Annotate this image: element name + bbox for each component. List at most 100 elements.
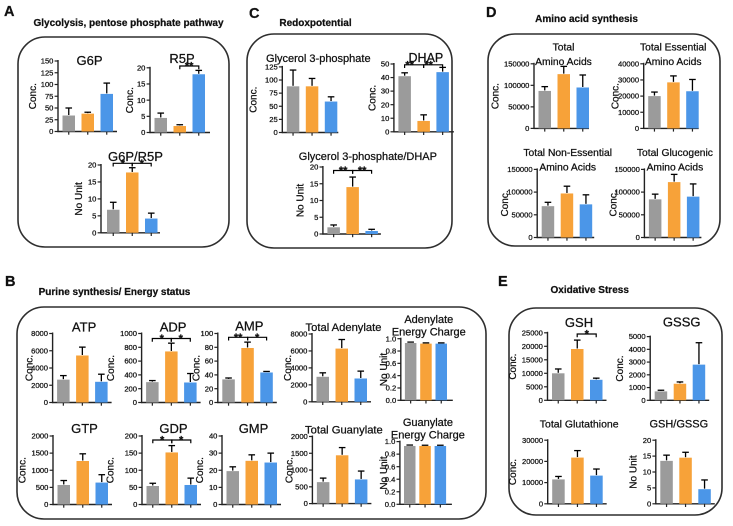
svg-text:Conc.: Conc. — [615, 355, 626, 381]
svg-text:20: 20 — [310, 163, 318, 172]
svg-text:25000: 25000 — [522, 328, 543, 337]
svg-text:**: ** — [424, 59, 433, 71]
svg-text:Conc.: Conc. — [106, 355, 117, 381]
svg-text:**: ** — [358, 165, 367, 177]
svg-text:4000: 4000 — [31, 364, 48, 373]
svg-text:5: 5 — [647, 484, 651, 493]
svg-text:Total Glutathione: Total Glutathione — [540, 419, 619, 431]
svg-text:40: 40 — [381, 73, 389, 82]
svg-text:Conc.: Conc. — [18, 457, 29, 483]
svg-text:100000: 100000 — [507, 188, 532, 197]
svg-text:1500: 1500 — [291, 449, 308, 458]
svg-text:400: 400 — [124, 371, 137, 380]
svg-text:AMP: AMP — [235, 319, 263, 334]
svg-text:200: 200 — [125, 432, 138, 441]
svg-text:GSSG: GSSG — [663, 315, 701, 330]
svg-text:15: 15 — [88, 178, 96, 187]
svg-text:Conc.: Conc. — [508, 354, 519, 380]
svg-text:30: 30 — [381, 87, 389, 96]
svg-text:10000: 10000 — [522, 369, 543, 378]
svg-text:Conc.: Conc. — [490, 83, 501, 109]
svg-text:3000: 3000 — [629, 358, 646, 367]
svg-text:50: 50 — [269, 102, 277, 111]
svg-text:Conc.: Conc. — [191, 355, 202, 381]
svg-text:20: 20 — [88, 161, 96, 170]
svg-text:No Unit: No Unit — [379, 353, 390, 387]
svg-text:0: 0 — [141, 128, 145, 137]
svg-text:25: 25 — [269, 115, 277, 124]
svg-text:Amino Acids: Amino Acids — [645, 57, 702, 68]
svg-text:Conc.: Conc. — [508, 459, 519, 485]
svg-text:30000: 30000 — [618, 76, 639, 85]
svg-text:4000: 4000 — [290, 364, 307, 373]
svg-text:20: 20 — [205, 384, 213, 393]
svg-text:0: 0 — [44, 500, 48, 509]
svg-text:1.0: 1.0 — [385, 437, 396, 446]
svg-text:30000: 30000 — [522, 436, 543, 445]
svg-text:125: 125 — [41, 68, 54, 77]
svg-text:GSH/GSSG: GSH/GSSG — [649, 419, 708, 431]
svg-text:50: 50 — [45, 104, 53, 113]
svg-text:50000: 50000 — [508, 103, 529, 112]
svg-text:Amino Acids: Amino Acids — [647, 162, 704, 173]
svg-text:1000: 1000 — [31, 466, 48, 475]
svg-text:150000: 150000 — [504, 59, 529, 68]
svg-text:Amino acid synthesis: Amino acid synthesis — [535, 14, 638, 25]
svg-text:0.2: 0.2 — [385, 487, 396, 496]
svg-text:0: 0 — [385, 127, 389, 136]
svg-text:1000: 1000 — [291, 466, 308, 475]
svg-text:40: 40 — [209, 432, 217, 441]
svg-text:Conc.: Conc. — [28, 83, 39, 109]
svg-text:Amino Acids: Amino Acids — [539, 162, 596, 173]
svg-text:0.4: 0.4 — [386, 371, 397, 380]
svg-text:125: 125 — [265, 63, 278, 72]
svg-text:Conc.: Conc. — [106, 457, 117, 483]
svg-text:50000: 50000 — [511, 210, 532, 219]
svg-text:40000: 40000 — [618, 59, 639, 68]
svg-text:0: 0 — [92, 228, 96, 237]
svg-text:0: 0 — [314, 230, 318, 239]
svg-text:*: * — [160, 435, 165, 447]
svg-text:40: 40 — [205, 371, 213, 380]
svg-text:0: 0 — [539, 499, 543, 508]
svg-text:50000: 50000 — [619, 210, 640, 219]
svg-text:10: 10 — [381, 114, 389, 123]
svg-text:100: 100 — [125, 466, 138, 475]
svg-text:Glycerol 3-phosphate/DHAP: Glycerol 3-phosphate/DHAP — [299, 151, 437, 163]
svg-text:Total Glucogenic: Total Glucogenic — [637, 148, 713, 159]
svg-text:5000: 5000 — [629, 332, 646, 341]
svg-text:0: 0 — [209, 398, 213, 407]
svg-text:Oxidative Stress: Oxidative Stress — [551, 285, 630, 296]
svg-text:GTP: GTP — [71, 421, 98, 436]
svg-text:20000: 20000 — [522, 342, 543, 351]
svg-text:100: 100 — [265, 76, 278, 85]
svg-text:20000: 20000 — [618, 92, 639, 101]
svg-text:100000: 100000 — [614, 188, 639, 197]
svg-text:Energy Charge: Energy Charge — [391, 429, 465, 441]
svg-text:No Unit: No Unit — [379, 456, 390, 490]
svg-text:G6P/R5P: G6P/R5P — [108, 149, 163, 164]
svg-text:150: 150 — [41, 57, 54, 66]
svg-text:50: 50 — [129, 483, 137, 492]
svg-text:5: 5 — [141, 112, 145, 121]
svg-text:0: 0 — [49, 127, 53, 136]
svg-text:*: * — [160, 333, 165, 345]
svg-text:800: 800 — [124, 343, 137, 352]
svg-text:1000: 1000 — [120, 329, 137, 338]
svg-text:2000: 2000 — [31, 381, 48, 390]
svg-text:No Unit: No Unit — [629, 455, 640, 489]
svg-text:30: 30 — [209, 449, 217, 458]
svg-text:100: 100 — [41, 80, 54, 89]
svg-text:Total: Total — [553, 42, 575, 53]
svg-text:0: 0 — [273, 128, 277, 137]
svg-text:**: ** — [339, 165, 348, 177]
svg-text:4000: 4000 — [629, 345, 646, 354]
svg-text:0.6: 0.6 — [386, 359, 397, 368]
svg-text:Energy Charge: Energy Charge — [392, 327, 466, 339]
svg-text:E: E — [498, 274, 508, 290]
svg-text:1.0: 1.0 — [386, 334, 397, 343]
svg-text:15000: 15000 — [522, 355, 543, 364]
svg-text:ADP: ADP — [160, 320, 187, 335]
svg-text:100: 100 — [201, 329, 214, 338]
svg-text:Glycolysis, pentose phosphate: Glycolysis, pentose phosphate pathway — [33, 18, 223, 29]
